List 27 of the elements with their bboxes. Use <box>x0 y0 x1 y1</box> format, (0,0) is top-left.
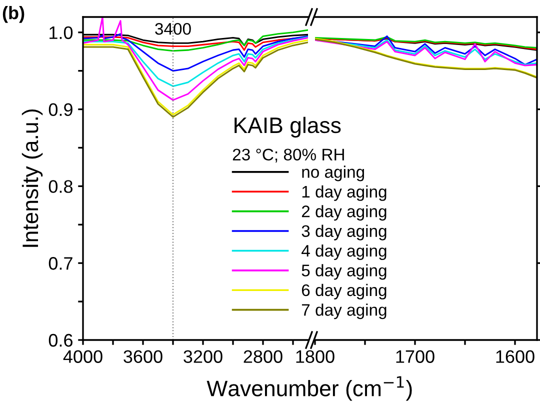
x-tick-label: 3600 <box>124 350 162 363</box>
y-tick-label: 0.7 <box>48 257 72 270</box>
legend-label: 2 day aging <box>302 205 386 221</box>
x-tick-label: 3200 <box>184 350 222 363</box>
y-tick-label: 0.9 <box>48 103 72 116</box>
legend-label: 5 day aging <box>302 264 386 280</box>
legend-label: no aging <box>302 166 364 182</box>
legend-label: 7 day aging <box>302 304 386 320</box>
y-tick-label: 1.0 <box>50 26 73 40</box>
legend-label: 3 day aging <box>302 224 386 240</box>
ref-line-label: 3400 <box>155 22 191 35</box>
x-axis-title: Wavenumber (cm$^{−1}$) <box>206 376 412 401</box>
legend-label: 4 day aging <box>302 244 386 260</box>
x-tick-label: 1700 <box>396 350 434 363</box>
y-tick-label: 0.6 <box>48 334 72 347</box>
x-tick-label: 1800 <box>296 350 334 363</box>
legend-label: 1 day aging <box>302 185 386 201</box>
x-tick-label: 1600 <box>496 350 534 363</box>
line-series <box>83 36 308 87</box>
legend-label: 6 day aging <box>302 284 386 300</box>
legend-title: KAIB glass <box>234 116 341 138</box>
text: (b) <box>2 6 24 23</box>
y-tick-label: 0.8 <box>48 180 72 193</box>
x-tick-label: 4000 <box>63 350 102 363</box>
x-tick-label: 2800 <box>244 350 282 363</box>
annotation: 23 °C; 80% RH <box>232 148 344 162</box>
y-axis-title: Intensity (a.u.) <box>22 109 43 247</box>
